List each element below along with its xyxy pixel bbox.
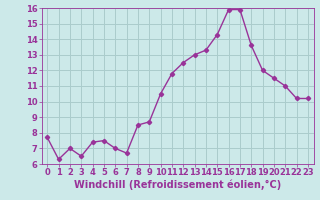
- X-axis label: Windchill (Refroidissement éolien,°C): Windchill (Refroidissement éolien,°C): [74, 180, 281, 190]
